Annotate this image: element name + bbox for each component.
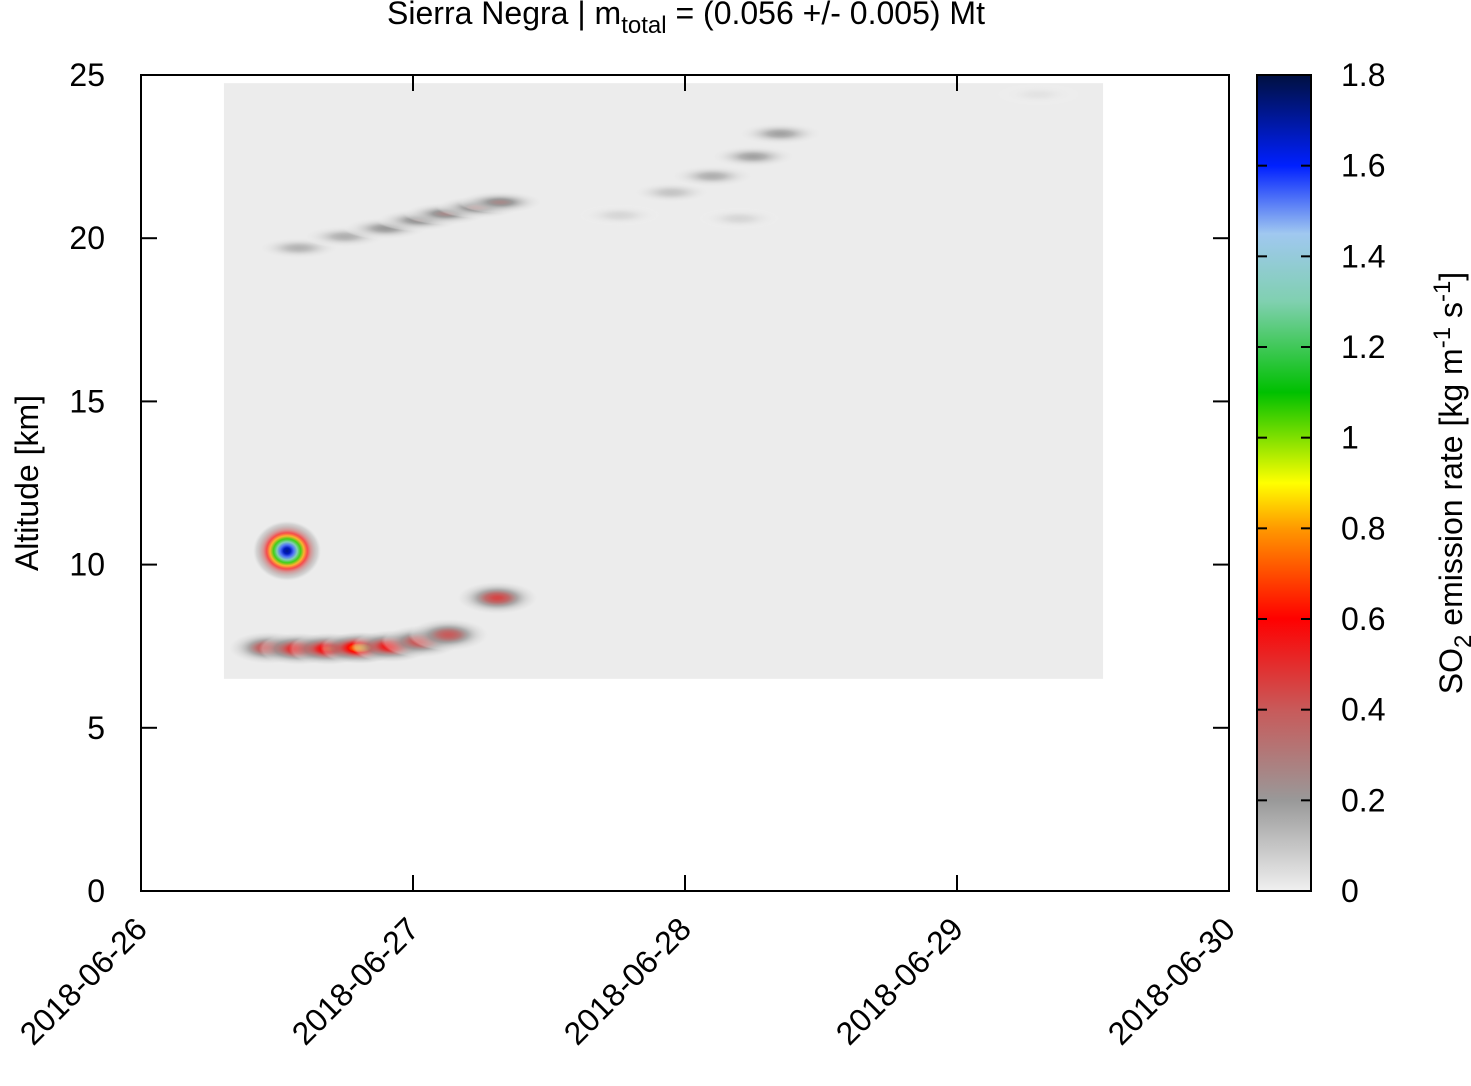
x-tick-label: 2018-06-28 (557, 910, 698, 1051)
colorbar-label-text: SO (1433, 648, 1469, 694)
colorbar-label-text: ] (1433, 272, 1469, 281)
colorbar-label-sup: -1 (1429, 281, 1456, 302)
heatmap-point (738, 122, 823, 145)
title-text: Sierra Negra | m (387, 0, 621, 31)
colorbar-tick-label: 1.4 (1341, 238, 1385, 274)
colorbar-tick-label: 1.2 (1341, 329, 1385, 365)
heatmap-point (457, 581, 538, 614)
colorbar-label: SO2 emission rate [kg m-1 s-1] (1429, 272, 1471, 694)
colorbar-label-text: s (1433, 302, 1469, 327)
colorbar-label-text: emission rate [kg m (1433, 348, 1469, 634)
colorbar-tick-label: 0.2 (1341, 782, 1385, 818)
colorbar-tick-label: 0 (1341, 873, 1359, 909)
heatmap-point (458, 191, 543, 214)
heatmap-point (253, 520, 322, 581)
y-tick-label: 5 (87, 710, 105, 746)
x-tick-label: 2018-06-29 (829, 910, 970, 1051)
heatmap-point (711, 145, 795, 168)
y-tick-label: 20 (69, 220, 105, 256)
colorbar-label-sub: 2 (1450, 635, 1471, 648)
colorbar-tick-label: 0.4 (1341, 692, 1385, 728)
x-tick-label: 2018-06-26 (13, 910, 154, 1051)
y-tick-label: 25 (69, 57, 105, 93)
x-tick-label: 2018-06-30 (1101, 910, 1242, 1051)
colorbar-tick-label: 1.6 (1341, 148, 1385, 184)
heatmap-point (996, 83, 1081, 106)
colorbar-tick-label: 1 (1341, 420, 1359, 456)
chart-title: Sierra Negra | mtotal = (0.056 +/- 0.005… (387, 0, 985, 39)
y-tick-label: 15 (69, 383, 105, 419)
heatmap-point (670, 165, 755, 188)
title-subscript: total (621, 12, 666, 39)
heatmap-point (697, 207, 782, 230)
y-tick-label: 0 (87, 873, 105, 909)
x-tick-label: 2018-06-27 (285, 910, 426, 1051)
y-tick-label: 10 (69, 547, 105, 583)
colorbar-tick-label: 0.8 (1341, 510, 1385, 546)
title-text: = (0.056 +/- 0.005) Mt (667, 0, 986, 31)
colorbar-tick-label: 1.8 (1341, 57, 1385, 93)
heatmap-point (577, 204, 662, 227)
y-axis-label: Altitude [km] (9, 395, 45, 571)
colorbar-tick-label: 0.6 (1341, 601, 1385, 637)
colorbar (1256, 74, 1312, 892)
colorbar-label-sup: -1 (1429, 327, 1456, 348)
heatmap-point (408, 618, 489, 651)
heatmap-point (629, 181, 714, 204)
heatmap-coverage (223, 83, 1104, 679)
